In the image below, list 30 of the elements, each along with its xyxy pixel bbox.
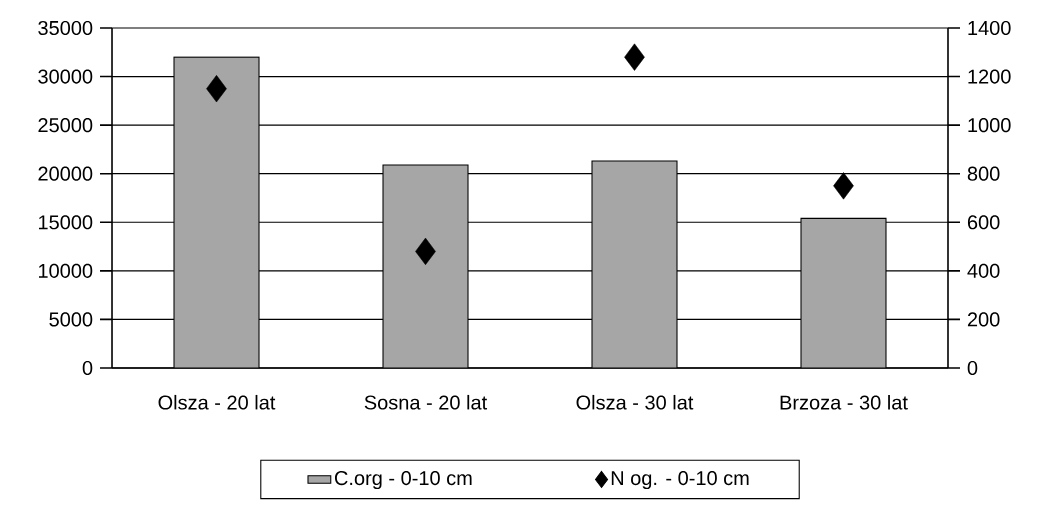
x-tick-label: Olsza - 20 lat [158,394,276,410]
y-tick-label: 20000 [38,166,93,181]
legend-label: C.org - 0-10 cm [334,470,472,490]
y-tick-label: 15000 [38,215,93,230]
y-tick-label: 25000 [38,118,93,133]
y-tick-label: 35000 [38,20,93,36]
y-tick-label: 0 [82,360,93,376]
y2-tick-label: 400 [967,263,1000,278]
x-tick-label: Brzoza - 30 lat [780,394,908,410]
y2-tick-label: 1400 [968,20,1011,36]
bar [382,164,469,368]
point [833,172,854,200]
point [624,43,645,71]
bar [591,160,678,368]
y2-tick-label: 1000 [968,118,1011,133]
y-tick-label: 10000 [38,263,93,278]
point [415,237,436,266]
y2-tick-label: 600 [967,215,1000,230]
y2-tick-label: 200 [967,312,1000,327]
y2-tick-label: 800 [967,166,1000,181]
y-tick-label: 30000 [38,69,93,84]
bar [173,56,260,368]
y2-tick-label: 1200 [968,69,1011,84]
point [206,75,227,103]
y2-tick-label: 0 [967,360,978,376]
y-tick-label: 5000 [49,312,93,327]
x-tick-label: Sosna - 20 lat [364,394,488,410]
x-tick-label: Olsza - 30 lat [576,394,694,410]
legend-label: N og. - 0-10 cm [611,470,749,490]
bar [800,217,887,368]
